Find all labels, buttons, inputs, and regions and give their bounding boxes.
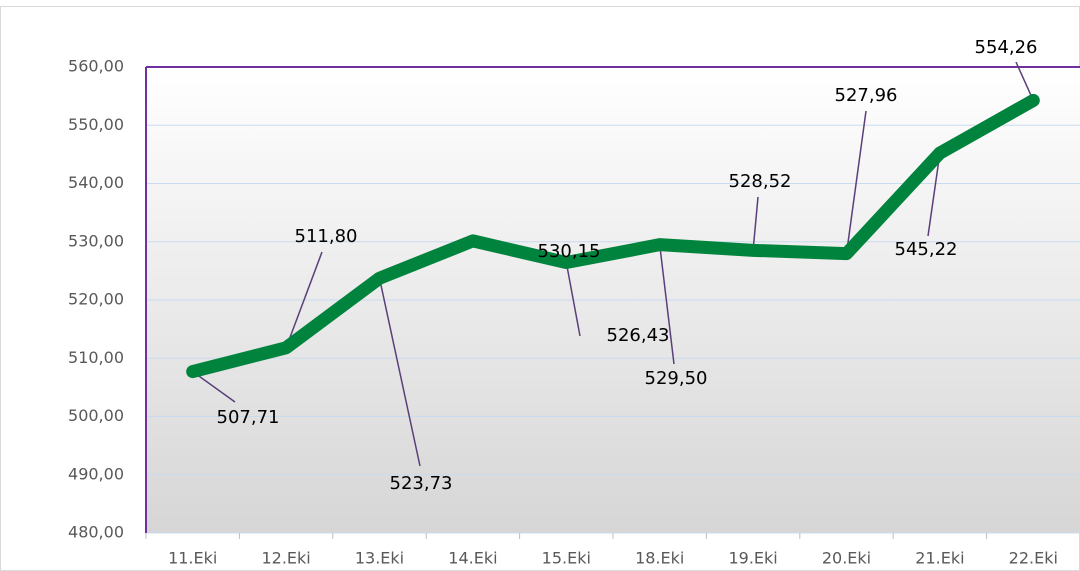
x-tick-label: 18.Eki (635, 549, 684, 568)
leader-line (192, 370, 236, 403)
x-tick-label: 20.Eki (822, 549, 871, 568)
y-tick-label: 480,00 (68, 523, 124, 542)
leader-line (927, 152, 941, 237)
data-label: 511,80 (295, 226, 358, 247)
x-tick-label: 13.Eki (355, 549, 404, 568)
data-label: 523,73 (390, 473, 453, 494)
data-label: 528,52 (729, 171, 792, 192)
y-tick-label: 530,00 (68, 231, 124, 250)
y-tick-label: 550,00 (68, 115, 124, 134)
x-tick-label: 22.Eki (1009, 549, 1058, 568)
x-tick-label: 19.Eki (728, 549, 777, 568)
leader-line (285, 251, 323, 349)
data-label: 554,26 (975, 37, 1038, 58)
leader-line (658, 244, 675, 365)
data-label: 527,96 (835, 85, 898, 106)
label-box (962, 34, 1050, 62)
y-tick-label: 510,00 (68, 348, 124, 367)
leader-line (752, 196, 759, 251)
leader-line (845, 110, 867, 254)
x-tick-label: 15.Eki (542, 549, 591, 568)
y-tick-label: 500,00 (68, 406, 124, 425)
y-tick-label: 490,00 (68, 464, 124, 483)
data-label: 507,71 (217, 407, 280, 428)
y-tick-label: 540,00 (68, 173, 124, 192)
data-label: 530,15 (538, 241, 601, 262)
x-tick-label: 12.Eki (261, 549, 310, 568)
x-tick-label: 21.Eki (915, 549, 964, 568)
y-tick-label: 520,00 (68, 290, 124, 309)
leader-line (565, 262, 581, 337)
x-tick-label: 11.Eki (168, 549, 217, 568)
x-tick-label: 14.Eki (448, 549, 497, 568)
leader-line (378, 278, 421, 467)
line (186, 93, 1040, 379)
data-label: 529,50 (645, 368, 708, 389)
y-tick-label: 560,00 (68, 57, 124, 76)
data-label: 526,43 (607, 325, 670, 346)
leader-line (1015, 61, 1034, 101)
data-label: 545,22 (895, 239, 958, 260)
